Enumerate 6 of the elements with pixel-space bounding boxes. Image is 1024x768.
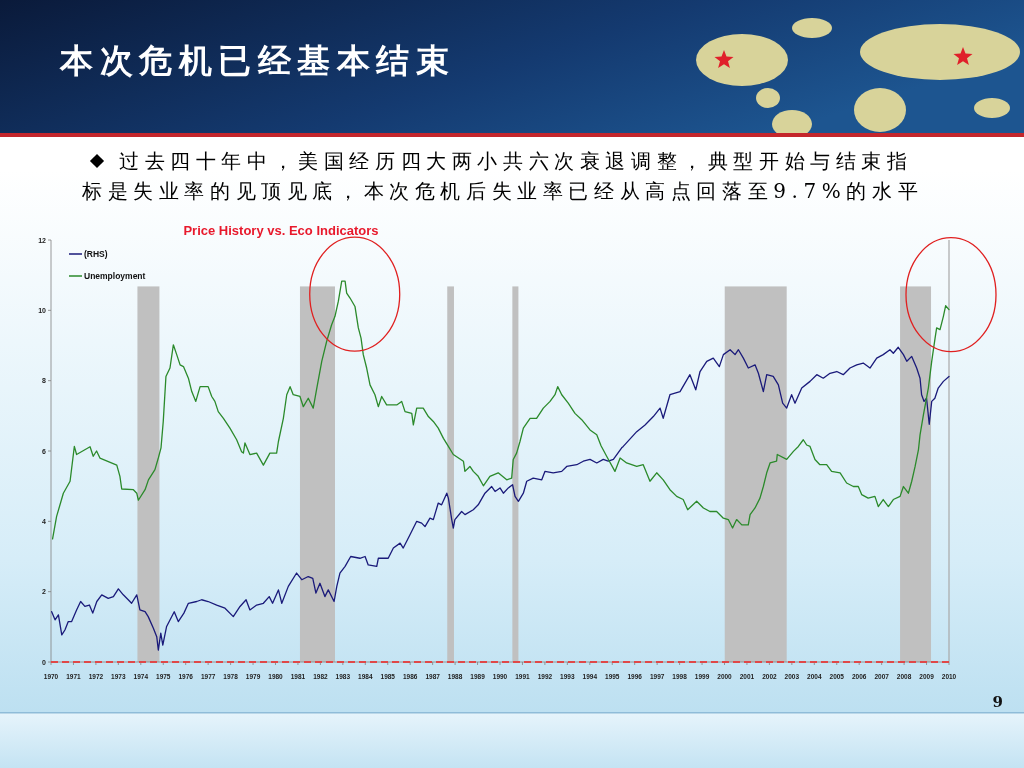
legend-label: Unemployment <box>84 271 146 281</box>
text: 9 <box>992 693 1003 711</box>
chart-title: 本次危机已经基本结束 <box>59 41 455 80</box>
legend-label: (RHS) <box>84 249 108 259</box>
chart-subtitle: 过去四十年中，美国经历四大两小共六次衰退调整，典型开始与结束指标是失业率的见顶见底，本次危机后失业率已经从高点回落至9.7%的水平 <box>82 149 924 203</box>
text: Price History vs. Eco Indicators <box>183 223 379 238</box>
